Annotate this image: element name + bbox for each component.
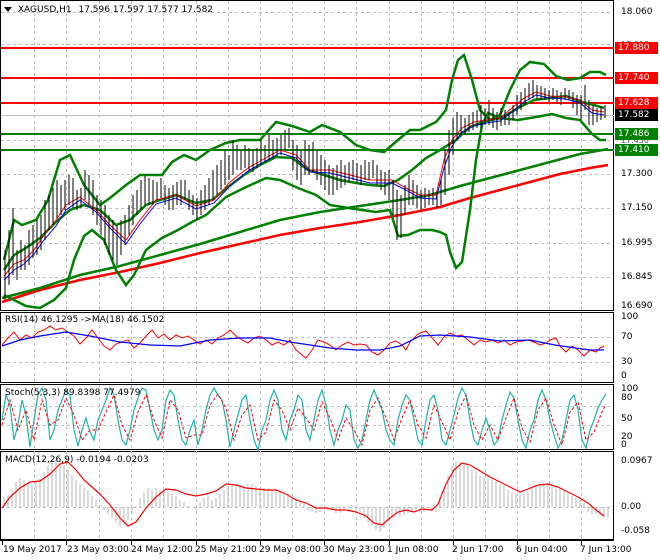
time-axis-ticks [0, 540, 614, 545]
level-tag-17410: 17.410 [615, 144, 658, 156]
level-tag-17880: 17.880 [615, 42, 658, 54]
bollinger-upper [2, 52, 607, 261]
time-label: 19 May 2017 [3, 545, 62, 555]
time-label: 7 Jun 13:00 [580, 545, 632, 555]
stoch-tick: 80 [621, 393, 633, 403]
time-label: 2 Jun 17:00 [452, 545, 504, 555]
macd-signal-line [1, 461, 605, 527]
time-label: 23 May 03:00 [67, 545, 129, 555]
macd-panel-frame [0, 451, 614, 540]
level-tag-17740: 17.740 [615, 72, 658, 84]
triangle-down-icon[interactable] [4, 7, 12, 12]
main-chart-frame [0, 0, 614, 311]
ma-long-red [1, 163, 609, 304]
ohlc-values: 17.596 17.597 17.577 17.582 [78, 5, 214, 15]
price-tick: 16.690 [621, 301, 653, 311]
price-bars [4, 80, 606, 300]
time-label: 30 May 23:00 [323, 545, 385, 555]
current-price-tag: 17.582 [615, 109, 658, 121]
stoch-panel-frame [0, 384, 614, 450]
ma-long-green [1, 147, 609, 300]
rsi-tick: 100 [621, 312, 639, 322]
rsi-ma-line [1, 331, 604, 351]
macd-tick: 0.00 [621, 502, 642, 512]
stoch-k-line [1, 386, 607, 453]
time-label: 1 Jun 08:00 [387, 545, 439, 555]
rsi-tick: 30 [621, 357, 633, 367]
rsi-line [1, 325, 605, 359]
level-tag-17486: 17.486 [615, 128, 658, 140]
price-tick: 16.845 [621, 272, 653, 282]
price-levels [1, 47, 614, 151]
level-tag-17628: 17.628 [615, 97, 658, 109]
time-label: 29 May 08:00 [259, 545, 321, 555]
stoch-d-line [1, 393, 607, 447]
stoch-tick: 50 [621, 414, 633, 424]
rsi-tick: 70 [621, 332, 633, 342]
ma-short-blue [3, 94, 605, 281]
price-tick: 17.150 [621, 203, 653, 213]
rsi-label: RSI(14) 46.1295 ->MA(18) 46.1502 [5, 315, 165, 325]
chart-header: XAGUSD,H1 17.596 17.597 17.577 17.582 [4, 5, 213, 16]
symbol-label: XAGUSD,H1 [17, 5, 72, 15]
time-label: 25 May 21:00 [195, 545, 257, 555]
stoch-tick: 0 [621, 440, 627, 450]
ma-short-red [3, 91, 605, 277]
macd-label: MACD(12,26,9) -0.0194 -0.0203 [5, 455, 149, 465]
stoch-tick: 20 [621, 432, 633, 442]
price-tick: 16.995 [621, 238, 653, 248]
macd-tick: -0.058 [621, 526, 651, 536]
rsi-panel-frame [0, 312, 614, 383]
time-label: 6 Jun 04:00 [516, 545, 568, 555]
macd-histogram [3, 460, 609, 532]
horizontal-grid [1, 12, 613, 508]
bollinger-lower [3, 111, 606, 310]
price-tick: 17.450 [621, 136, 649, 145]
price-tick: 18.060 [621, 7, 653, 17]
stoch-tick: 100 [621, 384, 639, 394]
price-tick: 17.300 [621, 169, 653, 179]
stoch-label: Stoch(5,3,3) 89.8398 77.4979 [5, 388, 141, 398]
rsi-tick: 0 [621, 371, 627, 381]
macd-tick: 0.0967 [621, 456, 653, 466]
time-label: 24 May 12:00 [131, 545, 193, 555]
